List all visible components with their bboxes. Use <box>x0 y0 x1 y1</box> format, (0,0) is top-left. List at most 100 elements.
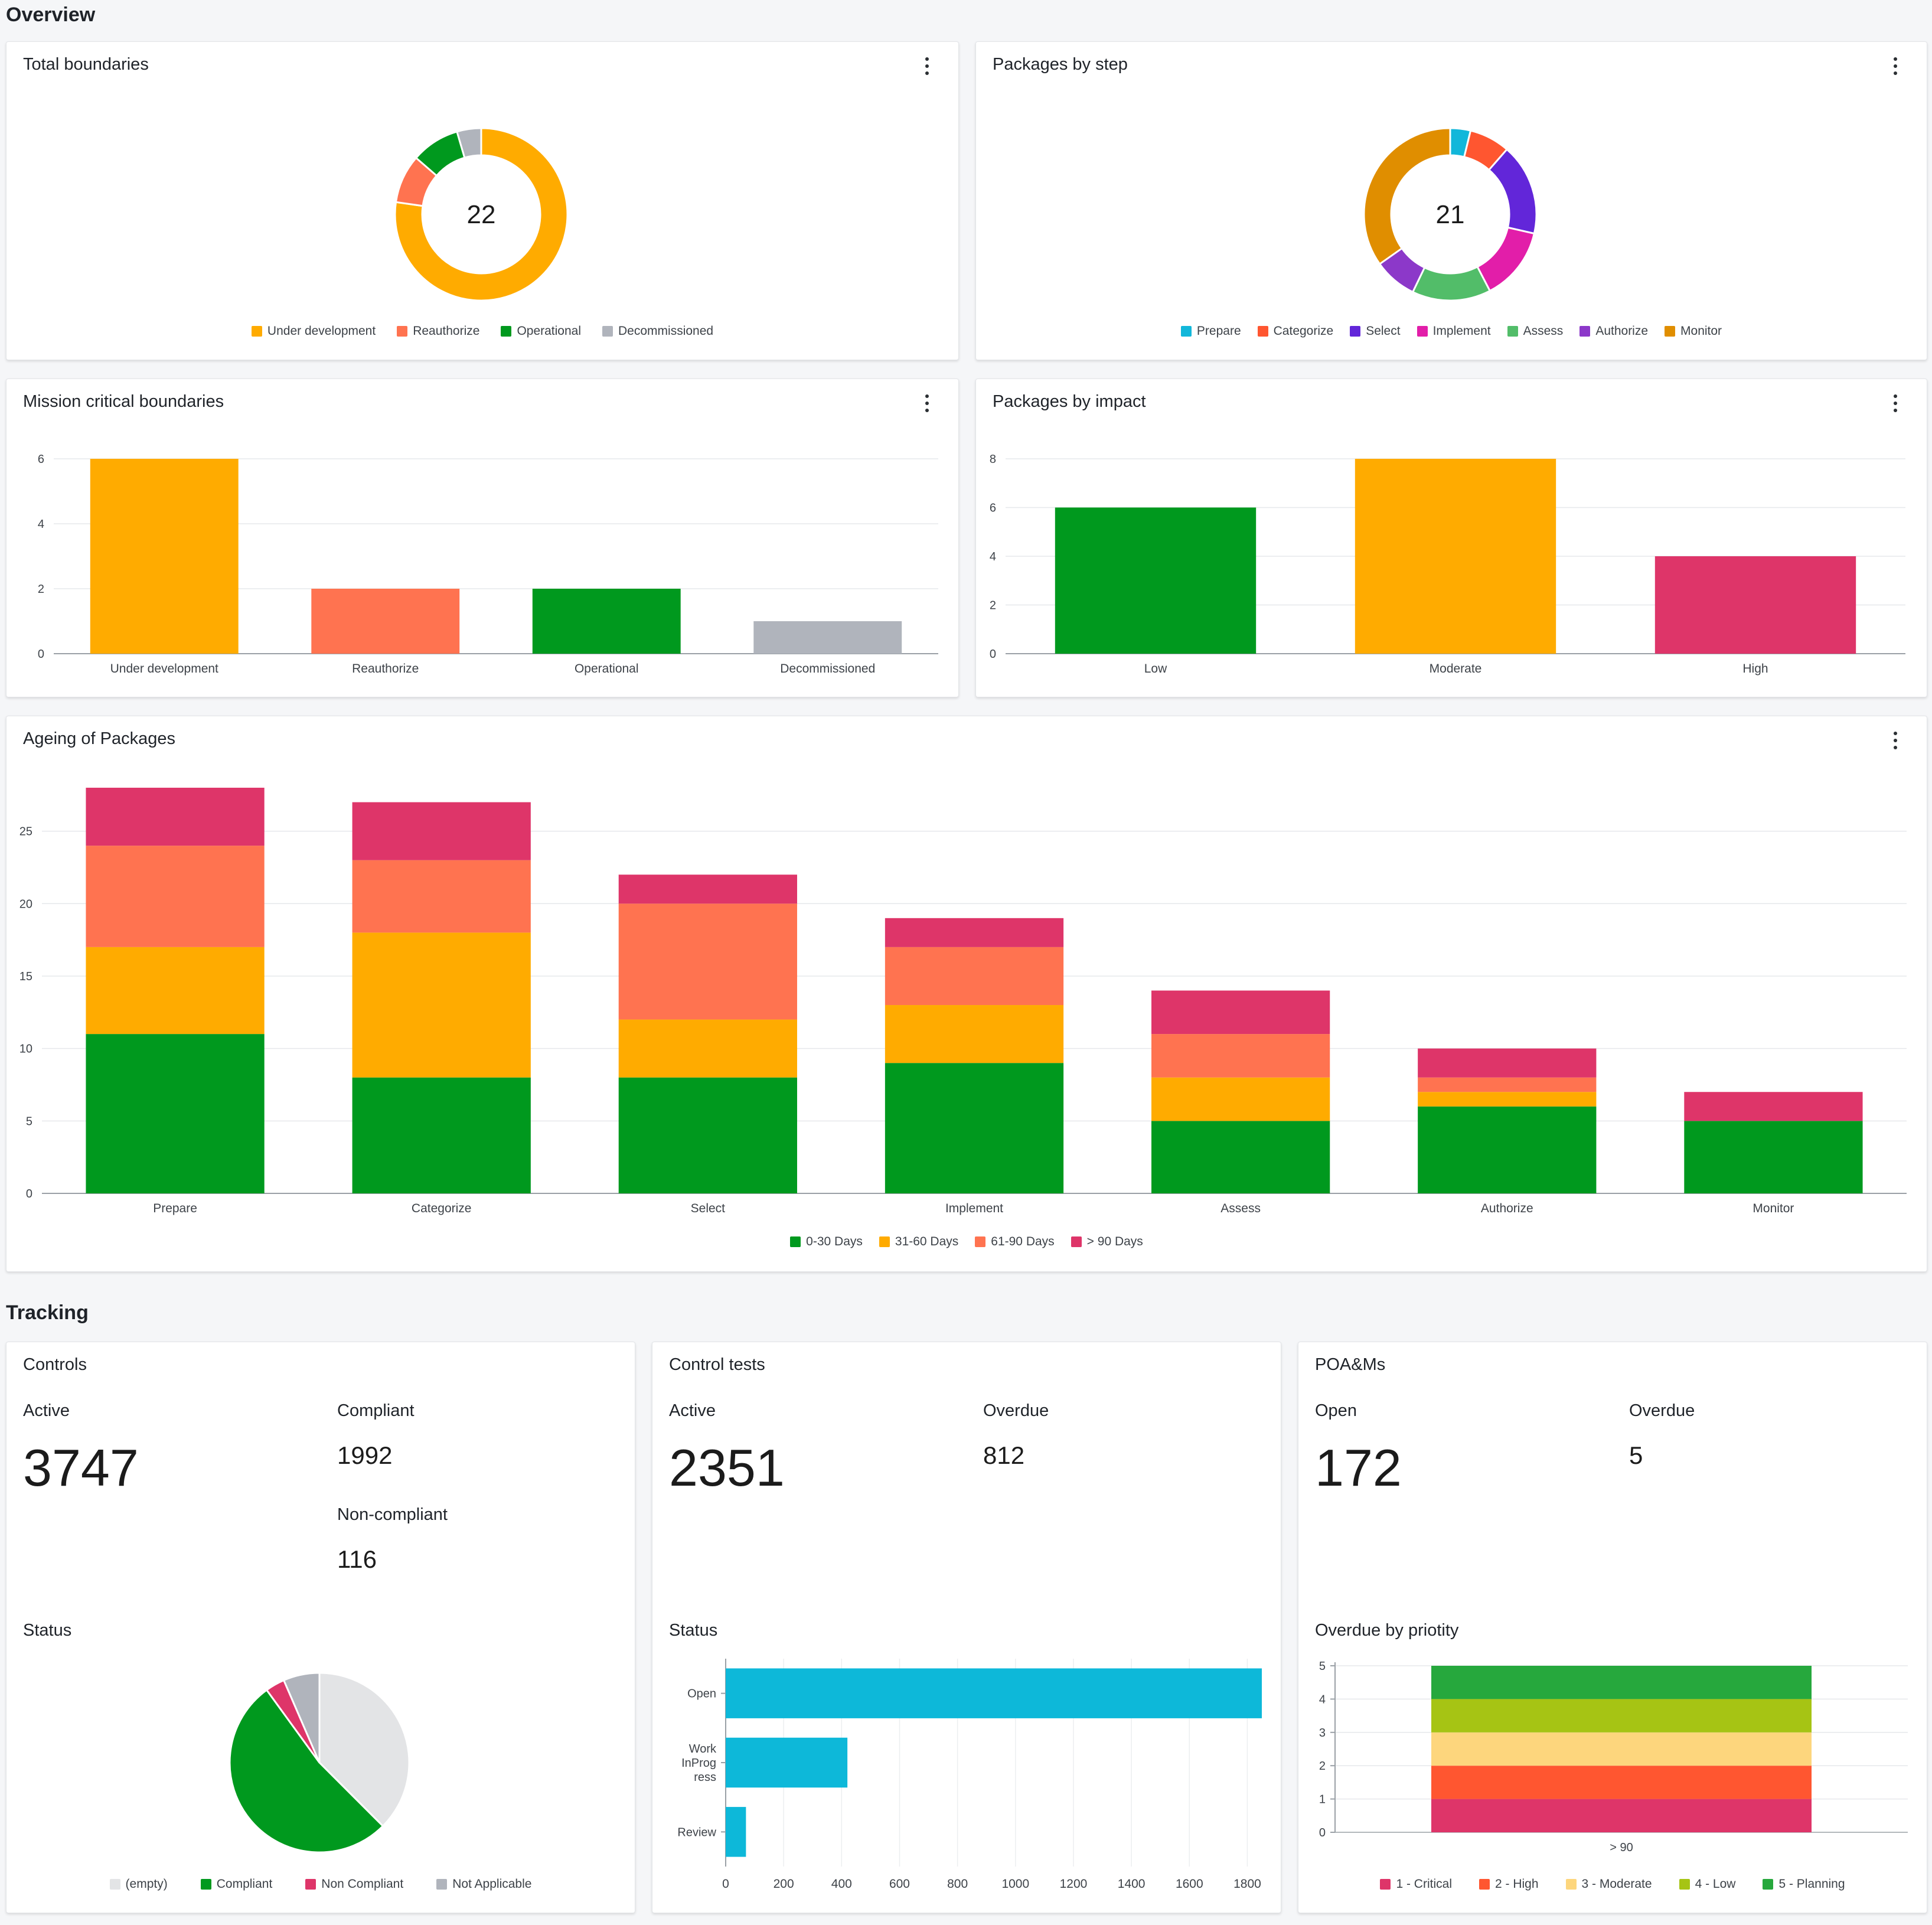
bar-categorize-0-30-days[interactable] <box>353 1078 531 1193</box>
legend-item-not-applicable[interactable]: Not Applicable <box>436 1877 531 1891</box>
legend-swatch <box>501 326 511 337</box>
bar-select-61-90-days[interactable] <box>619 903 797 1019</box>
legend-swatch <box>1479 1879 1490 1890</box>
legend-swatch <box>1417 326 1428 337</box>
bar-select-31-60-days[interactable] <box>619 1020 797 1078</box>
bar-segment-5-planning[interactable] <box>1431 1666 1812 1699</box>
bar-authorize-61-90-days[interactable] <box>1418 1078 1596 1092</box>
legend-item-reauthorize[interactable]: Reauthorize <box>397 324 479 338</box>
bar-monitor-0-30-days[interactable] <box>1684 1121 1862 1193</box>
bar-operational[interactable] <box>533 589 681 654</box>
x-tick-label: Assess <box>1220 1202 1261 1215</box>
legend-swatch <box>1350 326 1360 337</box>
legend-item-4-low[interactable]: 4 - Low <box>1679 1877 1736 1891</box>
slice-select[interactable] <box>1489 149 1536 233</box>
x-tick-label: 1400 <box>1118 1877 1146 1891</box>
legend-item-3-moderate[interactable]: 3 - Moderate <box>1566 1877 1652 1891</box>
bar-segment-3-moderate[interactable] <box>1431 1732 1812 1766</box>
legend-item-0-30-days[interactable]: 0-30 Days <box>790 1235 863 1249</box>
legend-item-operational[interactable]: Operational <box>501 324 581 338</box>
bar-prepare-90-days[interactable] <box>86 788 264 846</box>
bar-select-90-days[interactable] <box>619 875 797 903</box>
bar-low[interactable] <box>1055 508 1256 654</box>
center-total: 22 <box>467 200 496 229</box>
x-tick-label: Select <box>691 1202 726 1215</box>
controls-card: Controls Active 3747 Compliant 1992 Non-… <box>6 1342 635 1913</box>
packages-by-impact-card: Packages by impact 0 2 4 6 8 Low Moderate High <box>975 379 1927 697</box>
y-tick-label: Review <box>677 1826 716 1839</box>
legend-item-2-high[interactable]: 2 - High <box>1479 1877 1539 1891</box>
chart-legend: (empty) Compliant Non Compliant Not Applica… <box>6 1877 635 1891</box>
controls-status-pie <box>6 1342 635 1913</box>
bar-authorize-31-60-days[interactable] <box>1418 1092 1596 1107</box>
bar-assess-61-90-days[interactable] <box>1151 1034 1330 1078</box>
x-tick-label: Reauthorize <box>352 662 419 676</box>
bar-open[interactable] <box>726 1668 1262 1718</box>
ageing-card: Ageing of Packages 0 5 10 15 20 25 Prepare Cate… <box>6 716 1927 1272</box>
legend-swatch <box>436 1879 447 1890</box>
legend-item-decommissioned[interactable]: Decommissioned <box>602 324 713 338</box>
bar-segment-2-high[interactable] <box>1431 1766 1812 1799</box>
legend-item-90-days[interactable]: > 90 Days <box>1071 1235 1143 1249</box>
legend-item-1-critical[interactable]: 1 - Critical <box>1380 1877 1452 1891</box>
bar-categorize-90-days[interactable] <box>353 802 531 860</box>
legend-item-compliant[interactable]: Compliant <box>201 1877 273 1891</box>
legend-item-5-planning[interactable]: 5 - Planning <box>1763 1877 1845 1891</box>
legend-label: Under development <box>267 324 376 338</box>
bar-reauthorize[interactable] <box>311 589 459 654</box>
bar-monitor-90-days[interactable] <box>1684 1092 1862 1121</box>
legend-swatch <box>602 326 613 337</box>
legend-item-monitor[interactable]: Monitor <box>1665 324 1722 338</box>
slice-monitor[interactable] <box>1364 128 1450 264</box>
bar-assess-0-30-days[interactable] <box>1151 1121 1330 1193</box>
legend-item-empty[interactable]: (empty) <box>110 1877 168 1891</box>
bar-authorize-90-days[interactable] <box>1418 1049 1596 1078</box>
bar-categorize-31-60-days[interactable] <box>353 932 531 1077</box>
bar-review[interactable] <box>726 1807 746 1857</box>
bar-implement-61-90-days[interactable] <box>885 947 1063 1005</box>
legend-item-implement[interactable]: Implement <box>1417 324 1491 338</box>
legend-item-authorize[interactable]: Authorize <box>1579 324 1648 338</box>
legend-item-61-90-days[interactable]: 61-90 Days <box>975 1235 1054 1249</box>
bar-segment-1-critical[interactable] <box>1431 1799 1812 1832</box>
legend-item-categorize[interactable]: Categorize <box>1258 324 1334 338</box>
legend-label: Categorize <box>1274 324 1334 338</box>
legend-swatch <box>252 326 262 337</box>
bar-implement-0-30-days[interactable] <box>885 1063 1063 1193</box>
legend-item-non-compliant[interactable]: Non Compliant <box>305 1877 403 1891</box>
legend-item-select[interactable]: Select <box>1350 324 1400 338</box>
legend-swatch <box>1679 1879 1690 1890</box>
legend-label: Decommissioned <box>618 324 713 338</box>
bar-decommissioned[interactable] <box>753 621 902 654</box>
x-tick-label: 0 <box>722 1877 729 1891</box>
legend-item-prepare[interactable]: Prepare <box>1181 324 1241 338</box>
x-tick-label: 800 <box>947 1877 968 1891</box>
bar-prepare-61-90-days[interactable] <box>86 846 264 947</box>
bar-select-0-30-days[interactable] <box>619 1078 797 1193</box>
bar-categorize-61-90-days[interactable] <box>353 860 531 933</box>
bar-assess-31-60-days[interactable] <box>1151 1078 1330 1121</box>
legend-item-under-development[interactable]: Under development <box>252 324 376 338</box>
slice-assess[interactable] <box>1413 267 1490 301</box>
bar-under-development[interactable] <box>90 459 239 654</box>
chart-legend: Prepare Categorize Select Implement Assess Au… <box>976 324 1927 338</box>
bar-work-inprog-ress[interactable] <box>726 1738 847 1787</box>
bar-high[interactable] <box>1655 556 1856 654</box>
legend-item-assess[interactable]: Assess <box>1507 324 1564 338</box>
y-tick-label: 6 <box>990 502 996 515</box>
bar-implement-90-days[interactable] <box>885 918 1063 947</box>
bar-authorize-0-30-days[interactable] <box>1418 1107 1596 1193</box>
x-tick-label: Under development <box>110 662 218 676</box>
x-tick-label: Operational <box>575 662 639 676</box>
bar-segment-4-low[interactable] <box>1431 1699 1812 1732</box>
bar-moderate[interactable] <box>1355 459 1556 654</box>
ageing-stacked-bar-chart: 0510152025Prepare Categorize Select Impleme… <box>6 716 1927 1271</box>
x-tick-label: Low <box>1144 662 1167 676</box>
x-tick-label: Implement <box>945 1202 1003 1215</box>
bar-prepare-0-30-days[interactable] <box>86 1034 264 1193</box>
bar-implement-31-60-days[interactable] <box>885 1005 1063 1063</box>
bar-assess-90-days[interactable] <box>1151 991 1330 1035</box>
bar-prepare-31-60-days[interactable] <box>86 947 264 1034</box>
packages-by-step-donut: 21 <box>976 42 1927 360</box>
legend-item-31-60-days[interactable]: 31-60 Days <box>879 1235 958 1249</box>
